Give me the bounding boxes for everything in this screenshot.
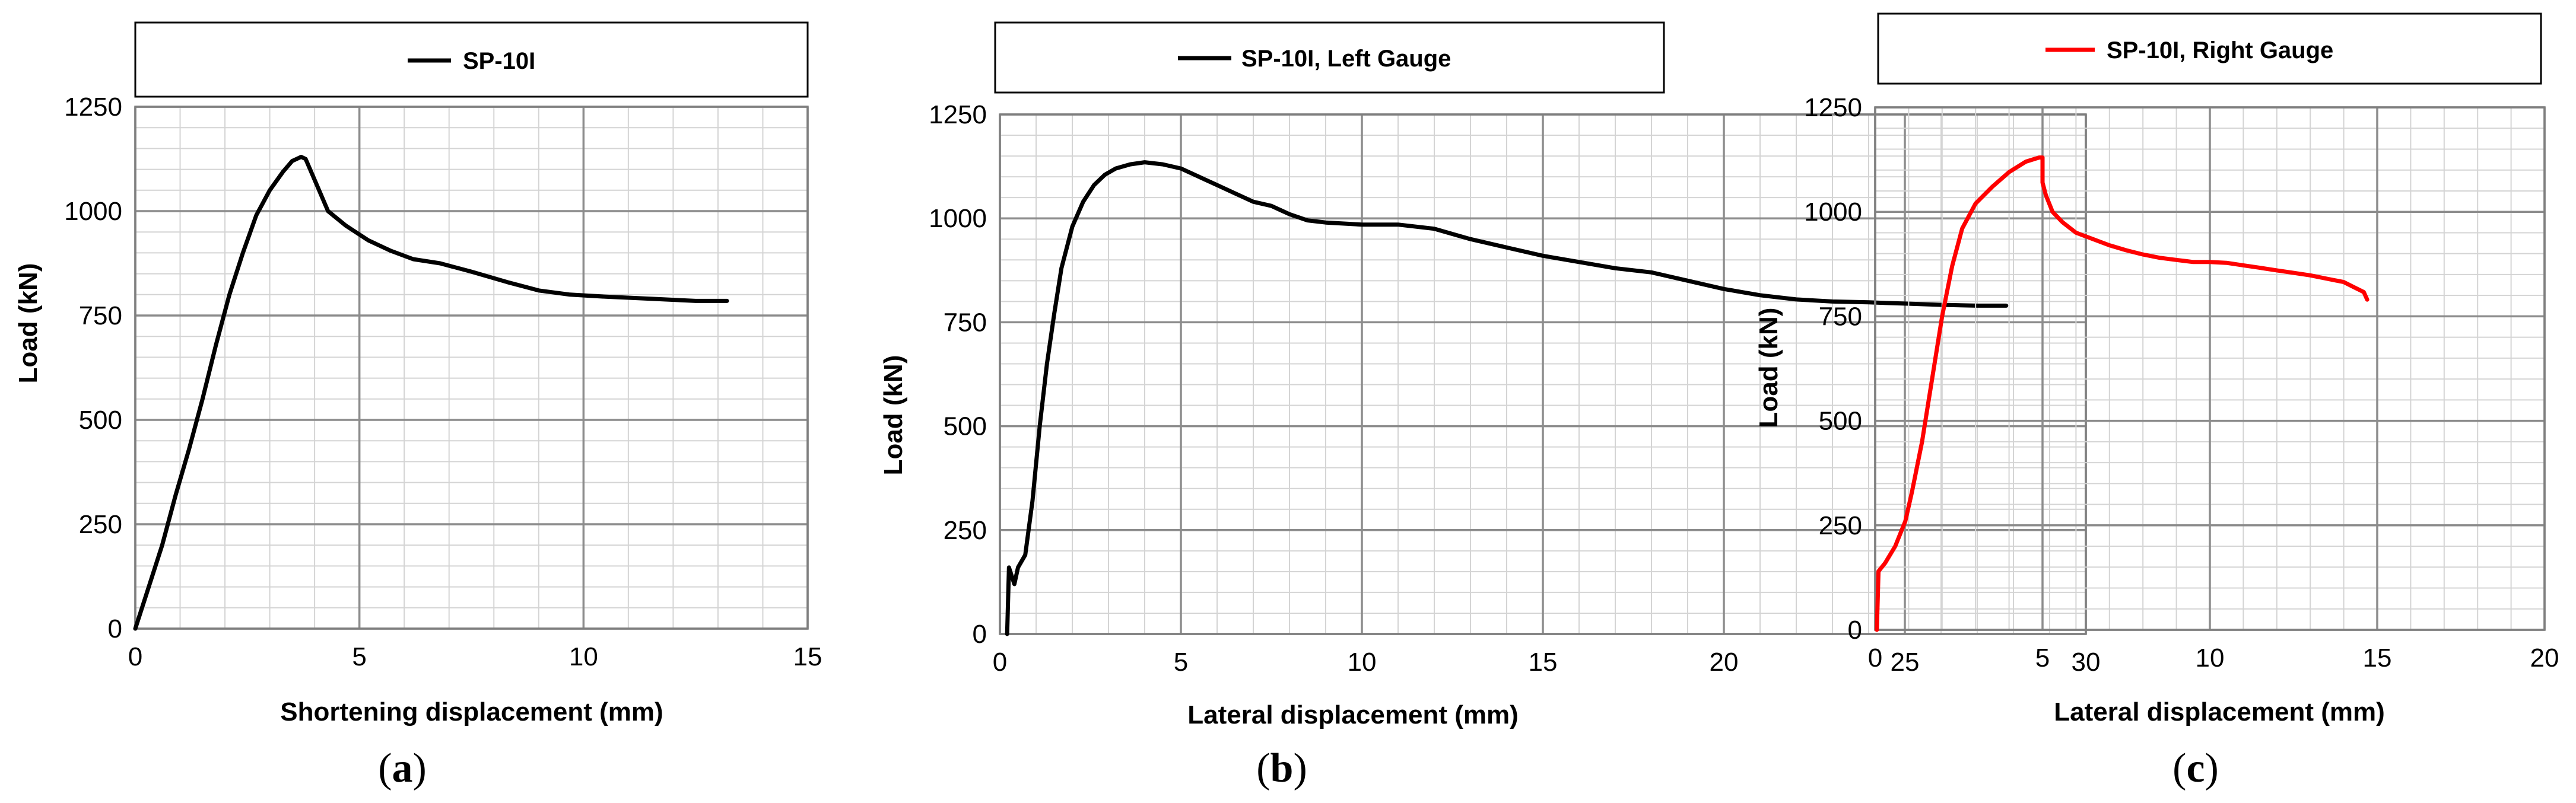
x-tick-label: 5 — [352, 642, 366, 671]
panel-label: (a) — [378, 745, 427, 791]
panel-a: SP-10I 0 5 10 15 0 250 500 750 1000 1250 Load (kN… — [14, 21, 822, 791]
x-tick-label: 0 — [128, 642, 142, 671]
y-tick-label: 500 — [944, 412, 987, 441]
y-tick-label: 750 — [79, 301, 122, 330]
legend-box — [994, 21, 1665, 94]
y-axis-label: Load (kN) — [879, 355, 908, 476]
x-tick-label: 30 — [2072, 648, 2101, 677]
y-tick-label: 0 — [973, 620, 987, 649]
y-tick-label: 500 — [1819, 407, 1862, 436]
y-tick-label: 250 — [1819, 511, 1862, 540]
x-tick-label: 20 — [1710, 648, 1739, 677]
x-tick-label: 15 — [1529, 648, 1558, 677]
y-tick-label: 750 — [944, 308, 987, 337]
x-tick-label: 0 — [1868, 643, 1882, 673]
y-tick-label: 0 — [108, 614, 122, 643]
x-tick-label: 15 — [793, 642, 822, 671]
x-tick-label: 5 — [2035, 643, 2050, 673]
x-tick-label: 20 — [2530, 643, 2559, 673]
x-tick-label: 0 — [993, 648, 1007, 677]
x-axis-label: Shortening displacement (mm) — [280, 697, 663, 726]
plot-frame — [1874, 106, 2546, 631]
plot-frame — [134, 106, 809, 630]
y-tick-label: 1000 — [929, 204, 987, 233]
y-axis-label: Load (kN) — [1754, 308, 1783, 428]
panel-label: (c) — [2172, 745, 2219, 791]
y-axis-label: Load (kN) — [14, 263, 43, 384]
x-tick-label: 15 — [2363, 643, 2392, 673]
series-line — [1875, 155, 2369, 632]
panel-label: (b) — [1256, 745, 1307, 791]
x-tick-label: 25 — [1891, 648, 1920, 677]
x-tick-label: 10 — [569, 642, 598, 671]
y-tick-label: 1250 — [64, 93, 122, 122]
plot-area: 0 5 10 15 20 0 250 500 750 1000 1250 — [1804, 93, 2559, 673]
legend-box — [1877, 12, 2542, 85]
y-tick-label: 0 — [1848, 616, 1862, 645]
y-tick-label: 1250 — [929, 100, 987, 129]
y-tick-label: 1250 — [1804, 93, 1862, 122]
y-tick-label: 1000 — [1804, 197, 1862, 227]
x-axis-label: Lateral displacement (mm) — [1187, 700, 1519, 729]
series-line — [1005, 160, 2009, 636]
series-line — [133, 155, 729, 631]
legend-box — [134, 21, 809, 98]
x-axis-label: Lateral displacement (mm) — [2054, 697, 2385, 726]
y-tick-label: 750 — [1819, 302, 1862, 331]
legend-label: SP-10I, Left Gauge — [1241, 46, 1451, 72]
y-tick-label: 250 — [944, 516, 987, 545]
plot-frame — [999, 113, 2087, 635]
legend-label: SP-10I, Right Gauge — [2107, 37, 2333, 63]
panel-b: SP-10I, Left Gauge 0 5 10 15 20 25 30025050075… — [879, 21, 2100, 791]
legend-label: SP-10I — [463, 48, 535, 74]
y-tick-label: 250 — [79, 510, 122, 539]
panel-c: SP-10I, Right Gauge 0 5 10 15 20 0 250 500 750 10… — [1754, 12, 2559, 791]
x-tick-label: 10 — [2196, 643, 2225, 673]
y-tick-label: 500 — [79, 406, 122, 435]
x-tick-label: 5 — [1174, 648, 1188, 677]
y-tick-label: 1000 — [64, 197, 122, 226]
plot-area: 0 5 10 15 0 250 500 750 1000 1250 — [64, 93, 822, 671]
x-tick-label: 10 — [1348, 648, 1377, 677]
